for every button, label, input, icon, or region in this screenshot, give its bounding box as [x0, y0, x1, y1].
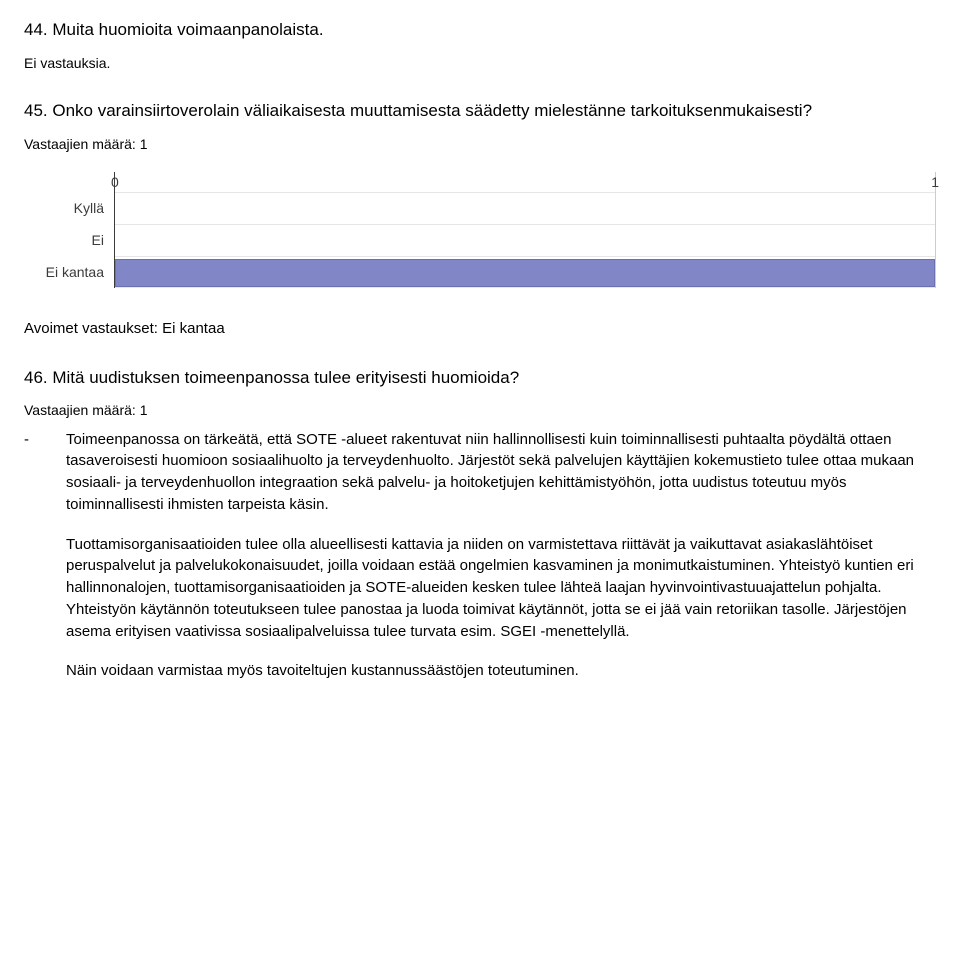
bar-fill-2	[115, 259, 935, 287]
bar-row-0	[115, 192, 935, 224]
axis-tick-min: 0	[111, 172, 119, 192]
q45-resp-count: Vastaajien määrä: 1	[24, 134, 936, 154]
q46-response: - Toimeenpanossa on tärkeätä, että SOTE …	[66, 429, 936, 683]
bar-row-1	[115, 224, 935, 256]
q46-resp-count: Vastaajien määrä: 1	[24, 400, 936, 420]
q45-title: 45. Onko varainsiirtoverolain väliaikais…	[24, 99, 936, 124]
chart-x-axis: 0 1	[115, 172, 935, 192]
q44-title: 44. Muita huomioita voimaanpanolaista.	[24, 18, 936, 43]
chart-y-labels: Kyllä Ei Ei kantaa	[24, 172, 114, 288]
q46-para-3: Näin voidaan varmistaa myös tavoiteltuje…	[66, 660, 936, 682]
bar-row-2	[115, 256, 935, 288]
q46-para-1: Toimeenpanossa on tärkeätä, että SOTE -a…	[66, 429, 936, 516]
q45-chart: Kyllä Ei Ei kantaa 0 1	[24, 172, 936, 288]
chart-label-1: Ei	[24, 224, 114, 256]
q45-open-header: Avoimet vastaukset: Ei kantaa	[24, 318, 936, 340]
chart-plot-area: 0 1	[114, 172, 936, 288]
q46-para-2: Tuottamisorganisaatioiden tulee olla alu…	[66, 534, 936, 643]
q46-title: 46. Mitä uudistuksen toimeenpanossa tule…	[24, 366, 936, 391]
q44-no-answers: Ei vastauksia.	[24, 53, 936, 73]
chart-label-0: Kyllä	[24, 192, 114, 224]
axis-tick-max: 1	[931, 172, 939, 192]
list-dash: -	[24, 429, 29, 451]
chart-label-2: Ei kantaa	[24, 256, 114, 288]
